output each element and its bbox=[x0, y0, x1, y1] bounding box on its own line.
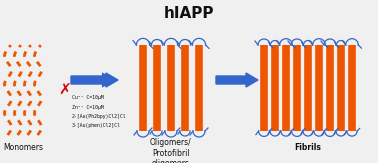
Text: Fibrils: Fibrils bbox=[294, 142, 321, 151]
Text: Cu²⁺ C=10μM: Cu²⁺ C=10μM bbox=[72, 95, 104, 100]
Text: Oligomers/
Protofibril
oligomers: Oligomers/ Protofibril oligomers bbox=[150, 138, 192, 163]
Text: hIAPP: hIAPP bbox=[164, 6, 214, 21]
FancyArrow shape bbox=[71, 73, 118, 87]
Text: ✗: ✗ bbox=[59, 82, 71, 97]
Text: 3-[Au(phen)Cl2]Cl: 3-[Au(phen)Cl2]Cl bbox=[72, 124, 121, 128]
Text: Monomers: Monomers bbox=[3, 142, 43, 151]
FancyArrow shape bbox=[216, 73, 258, 87]
Text: 2-[Au(Ph2bpy)Cl2]Cl: 2-[Au(Ph2bpy)Cl2]Cl bbox=[72, 114, 127, 119]
Text: Zn²⁺ C=10μM: Zn²⁺ C=10μM bbox=[72, 104, 104, 110]
